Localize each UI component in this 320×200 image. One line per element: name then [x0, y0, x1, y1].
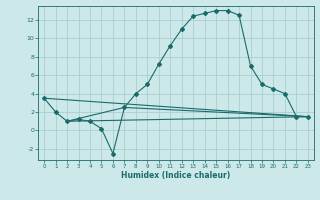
X-axis label: Humidex (Indice chaleur): Humidex (Indice chaleur) [121, 171, 231, 180]
